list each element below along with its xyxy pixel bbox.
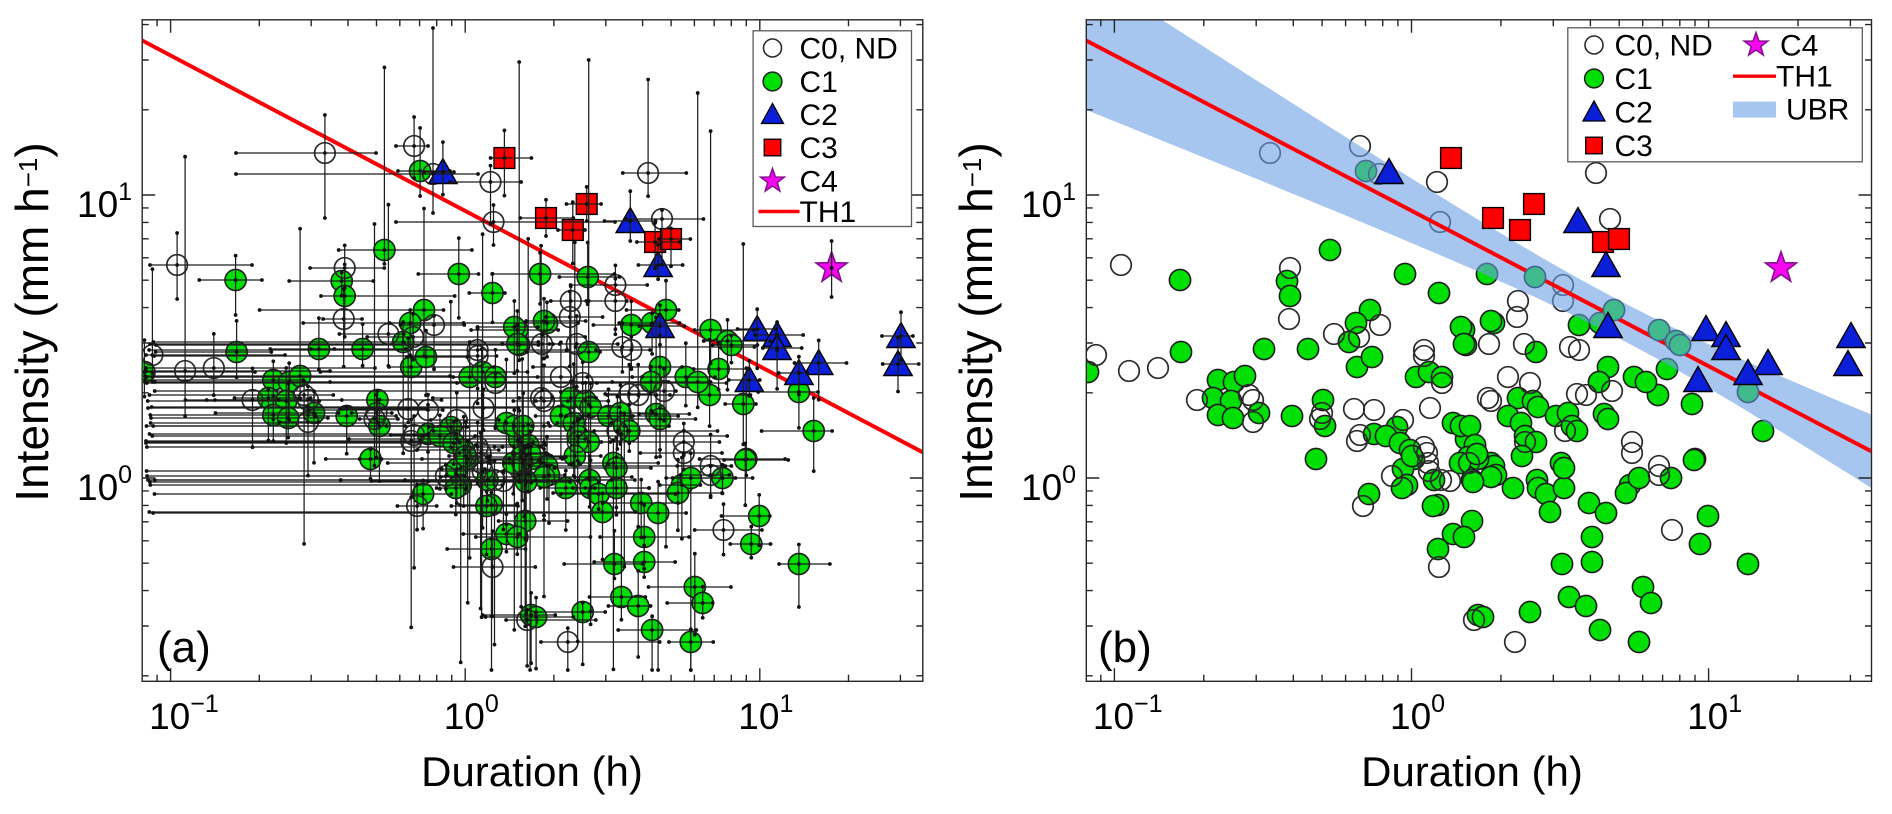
svg-text:Duration (h): Duration (h): [421, 748, 643, 795]
svg-text:UBR: UBR: [1786, 94, 1849, 127]
svg-text:C0, ND: C0, ND: [1615, 30, 1713, 63]
svg-text:Duration (h): Duration (h): [1361, 748, 1583, 795]
svg-text:TH1: TH1: [800, 196, 857, 229]
svg-text:C2: C2: [800, 99, 838, 132]
svg-text:C4: C4: [800, 166, 838, 199]
svg-text:100: 100: [1390, 690, 1445, 737]
svg-text:C4: C4: [1780, 30, 1818, 63]
svg-text:C3: C3: [800, 132, 838, 165]
svg-text:C2: C2: [1615, 97, 1653, 130]
svg-text:C3: C3: [1615, 130, 1653, 163]
svg-text:(b): (b): [1098, 623, 1152, 672]
svg-text:C0, ND: C0, ND: [800, 33, 898, 66]
svg-text:TH1: TH1: [1776, 61, 1833, 94]
svg-text:Intensity (mm h−1): Intensity (mm h−1): [6, 142, 58, 501]
svg-text:C1: C1: [1615, 63, 1653, 96]
svg-text:C1: C1: [800, 66, 838, 99]
svg-text:Intensity (mm h−1): Intensity (mm h−1): [950, 142, 1002, 501]
svg-text:(a): (a): [157, 623, 211, 672]
